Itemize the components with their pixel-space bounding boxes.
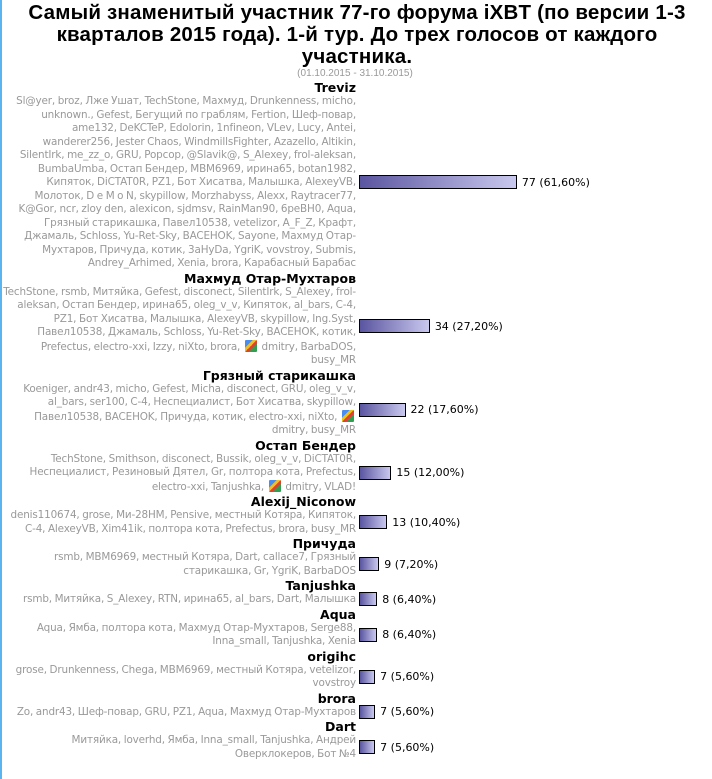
voter-list: denis110674, grose, Ми-28НМ, Pensive, ме… [2,509,357,536]
poll-option: Alexij_Niconow denis110674, grose, Ми-28Н… [2,494,712,536]
option-result: 15 (12,00%) [359,452,464,480]
result-bar [359,627,378,642]
option-text: origihc grose, Drunkenness, Chega, MBM696… [2,649,356,691]
voter-list: rsmb, MBM6969, местный Котяра, Dart, cal… [2,551,356,578]
result-value: 8 (6,40%) [382,628,437,641]
poll-option: Aqua Aqua, Ямба, полтора кота, Махмуд Ота… [2,607,712,649]
result-bar [359,402,406,417]
result-value: 34 (27,20%) [434,319,503,333]
option-name: Aqua [320,606,356,622]
voter-names: rsmb, Митяйка, S_Alexey, RTN, ирина65, a… [23,593,356,605]
option-text: Tanjushka rsmb, Митяйка, S_Alexey, RTN, и… [2,578,356,607]
option-name: brora [317,690,356,706]
voter-list: TechStone, rsmb, Митяйка, Gefest, discon… [2,286,356,368]
voter-names: denis110674, grose, Ми-28НМ, Pensive, ме… [10,509,357,535]
option-name: Dart [325,719,356,734]
user-badge-icon [244,339,257,352]
option-result: 7 (5,60%) [359,726,434,754]
voter-list: Koeniger, andr43, micho, Gefest, Micha, … [2,383,356,438]
result-bar [359,319,430,333]
result-value: 9 (7,20%) [384,557,439,571]
option-name: Грязный старикашка [202,367,356,383]
option-result: 77 (61,60%) [359,161,590,190]
option-text: Грязный старикашка Koeniger, andr43, mich… [2,368,356,438]
option-name: Treviz [314,80,356,95]
option-text: Остап Бендер TechStone, Smithson, discone… [2,437,357,495]
poll-option: Tanjushka rsmb, Митяйка, S_Alexey, RTN, и… [2,578,712,607]
poll-option: Причуда rsmb, MBM6969, местный Котяра, Da… [2,536,712,578]
option-name: origihc [307,648,356,664]
option-result: 8 (6,40%) [359,614,436,642]
result-bar [359,704,376,719]
option-result: 7 (5,60%) [359,656,434,684]
voter-list: Sl@yer, broz, Лже Ушат, TechStone, Махму… [2,95,356,271]
user-badge-icon [268,479,281,492]
result-value: 77 (61,60%) [521,175,590,189]
poll-option: Treviz Sl@yer, broz, Лже Ушат, TechStone,… [2,80,712,271]
voter-names: Aqua, Ямба, полтора кота, Махмуд Отар-Му… [36,621,356,648]
option-result: 7 (5,60%) [359,691,434,719]
voter-list: grose, Drunkenness, Chega, MBM6969, мест… [2,664,356,691]
option-text: Dart Митяйка, loverhd, Ямба, Inna_small, … [2,719,357,761]
voter-list: Aqua, Ямба, полтора кота, Махмуд Отар-Му… [2,622,356,649]
voter-list: Zo, andr43, Шеф-повар, GRU, PZ1, Aqua, М… [2,706,356,720]
poll-option: Грязный старикашка Koeniger, andr43, mich… [2,368,712,438]
voter-names: TechStone, Smithson, disconect, Bussik, … [29,452,357,493]
option-result: 9 (7,20%) [359,543,438,571]
poll-option: Махмуд Отар-Мухтаров TechStone, rsmb, Мит… [2,271,712,368]
voter-names: grose, Drunkenness, Chega, MBM6969, мест… [15,663,356,690]
option-text: Махмуд Отар-Мухтаров TechStone, rsmb, Мит… [2,271,356,368]
voter-list: Митяйка, loverhd, Ямба, Inna_small, Tanj… [2,734,357,761]
result-bar [359,592,378,607]
voter-names: rsmb, MBM6969, местный Котяра, Dart, cal… [54,551,356,577]
result-value: 7 (5,60%) [380,705,435,719]
option-result: 22 (17,60%) [359,389,479,417]
result-bar [359,515,388,529]
option-text: Alexij_Niconow denis110674, grose, Ми-28Н… [2,494,357,536]
voter-names: Koeniger, andr43, micho, Gefest, Micha, … [23,382,356,423]
result-value: 22 (17,60%) [410,403,479,416]
option-result: 34 (27,20%) [359,305,503,333]
voter-names: dmitry, BarbaDOS, busy_MR [258,340,357,367]
result-value: 7 (5,60%) [380,670,435,683]
voter-names: dmitry, busy_MR [271,424,356,436]
result-value: 8 (6,40%) [382,592,437,606]
user-badge-icon [342,409,354,422]
poll-option: origihc grose, Drunkenness, Chega, MBM696… [2,649,712,691]
voter-list: TechStone, Smithson, disconect, Bussik, … [2,452,357,495]
voter-names: Митяйка, loverhd, Ямба, Inna_small, Tanj… [71,734,357,760]
result-bar [359,557,380,571]
option-name: Остап Бендер [255,437,356,453]
result-value: 13 (10,40%) [392,515,461,529]
voter-list: rsmb, Митяйка, S_Alexey, RTN, ирина65, a… [2,593,356,607]
poll-title: Самый знаменитый участник 77-го форума i… [28,1,686,68]
poll-option: Остап Бендер TechStone, Smithson, discone… [2,438,712,495]
result-bar [359,175,517,190]
option-text: Aqua Aqua, Ямба, полтора кота, Махмуд Ота… [2,607,356,649]
result-bar [359,740,376,754]
poll-period: (01.10.2015 - 31.10.2015) [297,68,413,79]
poll-option: Dart Митяйка, loverhd, Ямба, Inna_small, … [2,719,712,761]
option-name: Махмуд Отар-Мухтаров [184,270,356,286]
result-bar [359,465,392,480]
option-text: Treviz Sl@yer, broz, Лже Ушат, TechStone,… [2,80,356,271]
poll-option: brora Zo, andr43, Шеф-повар, GRU, PZ1, Aq… [2,691,712,720]
voter-names: Zo, andr43, Шеф-повар, GRU, PZ1, Aqua, М… [16,705,356,718]
voter-names: TechStone, rsmb, Митяйка, Gefest, discon… [3,285,356,353]
option-text: brora Zo, andr43, Шеф-повар, GRU, PZ1, Aq… [2,691,356,720]
option-name: Причуда [292,536,356,551]
voter-names: dmitry, VLAD! [282,480,356,493]
option-text: Причуда rsmb, MBM6969, местный Котяра, Da… [2,536,356,578]
result-bar [359,669,376,684]
option-result: 8 (6,40%) [359,578,437,607]
result-value: 7 (5,60%) [380,740,435,754]
option-name: Alexij_Niconow [250,494,356,509]
result-value: 15 (12,00%) [396,466,465,480]
option-result: 13 (10,40%) [359,501,460,529]
option-name: Tanjushka [285,578,356,593]
voter-names: Sl@yer, broz, Лже Ушат, TechStone, Махму… [16,95,356,269]
poll-results: Treviz Sl@yer, broz, Лже Ушат, TechStone,… [2,80,712,761]
